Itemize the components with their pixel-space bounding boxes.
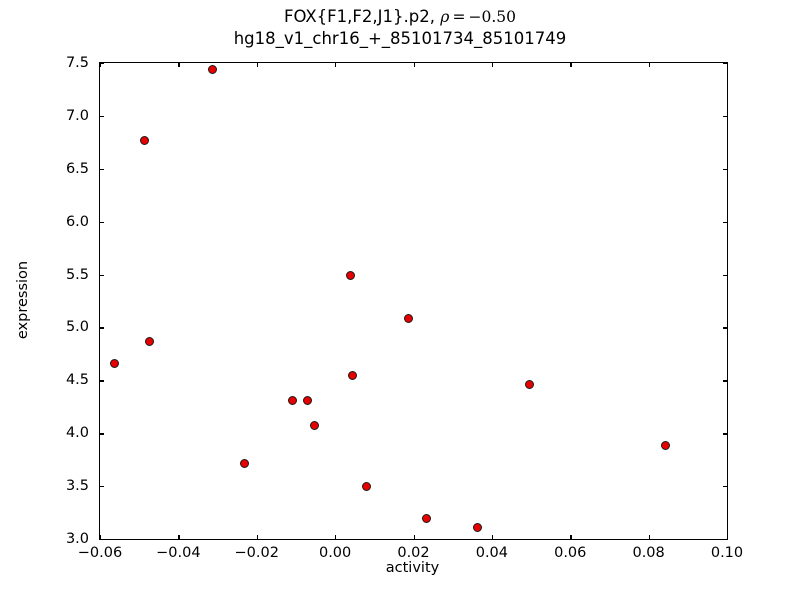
data-point: [287, 395, 297, 405]
motif-name: FOX{F1,F2,J1}.p2,: [283, 7, 441, 26]
x-axis-tick-label: 0.06: [554, 545, 587, 561]
y-axis-tick: [98, 327, 104, 329]
y-axis-label: expression: [15, 260, 31, 340]
x-axis-tick: [648, 535, 650, 541]
x-axis-tick-label: 0.00: [318, 545, 352, 561]
y-axis-tick-label: 5.0: [65, 319, 89, 336]
y-axis-tick-right: [723, 486, 729, 488]
chart-title: FOX{F1,F2,J1}.p2, ρ = −0.50 hg18_v1_chr1…: [0, 6, 800, 49]
y-axis-tick-right: [723, 115, 729, 118]
data-point: [421, 514, 431, 524]
y-axis-tick-right: [723, 63, 729, 65]
y-axis-tick-right: [723, 380, 729, 382]
y-axis-tick: [98, 168, 104, 171]
x-axis-tick-top: [413, 61, 415, 67]
x-axis-tick-label: 0.04: [475, 545, 509, 561]
x-axis-tick-label: 0.08: [632, 545, 665, 561]
y-axis-tick-right: [723, 168, 729, 171]
x-axis-tick-label: 0.02: [397, 545, 430, 561]
x-axis-tick: [256, 535, 259, 541]
x-axis-tick-label: −0.06: [77, 545, 123, 561]
y-axis-tick-label: 4.5: [65, 372, 89, 389]
data-point: [140, 135, 150, 145]
x-axis-tick-top: [335, 61, 337, 67]
y-axis-tick-label: 7.0: [65, 107, 89, 124]
y-axis-tick-label: 3.5: [65, 478, 89, 495]
x-axis-tick: [335, 535, 337, 541]
data-point: [110, 358, 120, 368]
x-axis-tick-top: [178, 61, 180, 67]
y-axis-tick-right: [723, 221, 729, 223]
x-axis-tick: [100, 535, 102, 541]
data-point: [207, 64, 217, 74]
y-axis-tick: [98, 274, 104, 276]
data-point: [347, 370, 357, 380]
y-axis-tick-label: 3.0: [65, 531, 89, 547]
data-point: [472, 522, 482, 532]
rho-value: = −0.50: [449, 8, 517, 26]
x-axis-tick: [491, 535, 494, 541]
x-axis-tick-top: [256, 61, 259, 67]
x-axis-tick: [570, 535, 572, 541]
y-axis-tick-right: [723, 274, 729, 276]
data-points-layer: [100, 63, 727, 539]
y-axis-tick: [98, 539, 104, 541]
y-axis-tick: [98, 221, 104, 223]
y-axis-tick-label: 6.0: [65, 213, 89, 230]
x-axis-tick: [178, 535, 180, 541]
data-point: [362, 481, 372, 491]
x-axis-tick: [727, 535, 729, 541]
x-axis-tick-label: 0.10: [710, 545, 744, 561]
y-axis-tick-right: [723, 539, 729, 541]
y-axis-tick-label: 6.5: [65, 160, 89, 177]
plot-axes-frame: −0.06 −0.04 −0.02 0.00 0.02 0.04 0.06 0.08 0.10 3…: [66, 55, 743, 561]
y-axis-tick-right: [723, 433, 729, 435]
x-axis-tick-label: −0.02: [234, 545, 279, 561]
data-point: [239, 459, 249, 469]
data-point: [302, 395, 312, 405]
x-axis-tick-top: [648, 61, 650, 67]
x-axis-tick-label: −0.04: [156, 545, 201, 561]
x-axis-tick-top: [570, 61, 572, 67]
y-axis-tick-right: [723, 327, 729, 329]
y-axis-tick: [98, 433, 104, 435]
data-point: [346, 271, 356, 281]
y-axis-tick-label: 7.5: [65, 55, 89, 71]
rho-symbol: ρ: [440, 8, 450, 26]
x-axis-tick: [413, 535, 415, 541]
data-point: [525, 380, 535, 390]
chart-title-line-1: FOX{F1,F2,J1}.p2, ρ = −0.50: [0, 6, 800, 28]
y-axis-tick: [98, 486, 104, 488]
y-axis-tick: [98, 63, 104, 65]
y-axis-tick-label: 5.5: [65, 266, 89, 283]
x-axis-label: activity: [385, 560, 440, 576]
y-axis-tick: [98, 380, 104, 382]
data-point: [403, 314, 413, 324]
y-axis-tick-label: 4.0: [65, 425, 89, 442]
data-point: [310, 421, 320, 431]
data-point: [660, 441, 670, 451]
chart-title-line-2: hg18_v1_chr16_+_85101734_85101749: [233, 29, 567, 48]
data-point: [145, 336, 155, 346]
x-axis-tick-top: [491, 61, 494, 67]
y-axis-tick: [98, 115, 104, 118]
